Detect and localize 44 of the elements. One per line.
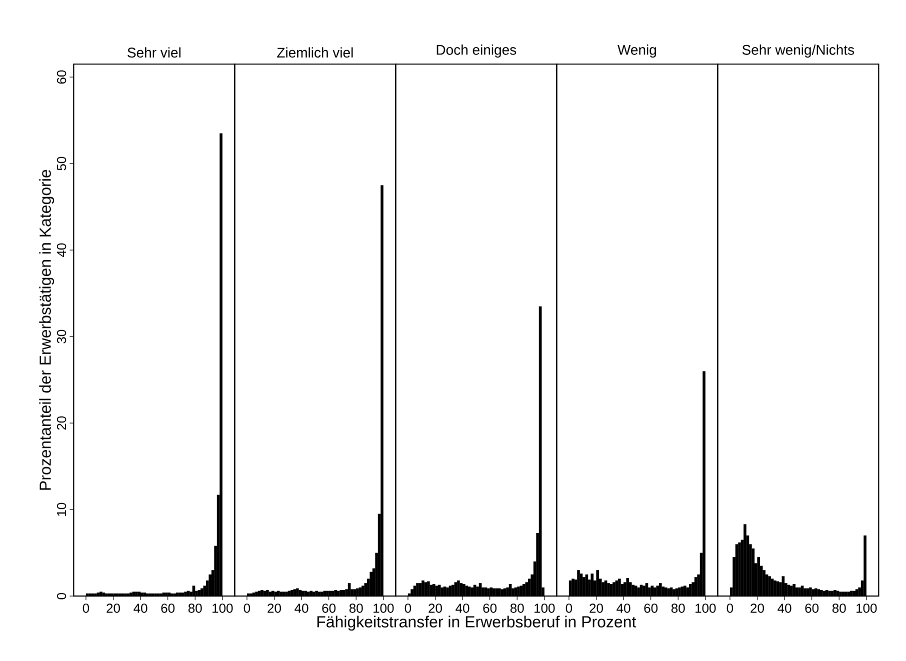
y-axis-title: Prozentanteil der Erwerbstätigen in Kategorie <box>39 170 54 490</box>
x-tick-label: 0 <box>404 604 412 613</box>
x-tick-label: 0 <box>244 604 250 613</box>
x-tick-label: 80 <box>510 604 524 613</box>
x-tick-label: 20 <box>750 604 764 613</box>
x-tick-label: 100 <box>374 604 394 613</box>
y-tick-label: 20 <box>56 416 66 430</box>
chart-title: Doch einiges <box>436 44 516 58</box>
y-tick-label: 10 <box>56 502 66 516</box>
chart-title: Ziemlich viel <box>277 47 353 58</box>
y-tick-label: 30 <box>56 330 66 344</box>
chart-title: Sehr wenig/Nichts <box>742 44 854 58</box>
x-tick-label: 60 <box>644 604 658 613</box>
x-tick-label: 0 <box>726 604 734 613</box>
x-tick-label: 40 <box>456 604 470 613</box>
y-tick-label: 50 <box>56 156 66 170</box>
y-tick-label: 60 <box>56 70 66 84</box>
x-tick-label: 100 <box>534 604 555 613</box>
x-tick-label: 80 <box>349 604 363 613</box>
x-tick-label: 40 <box>778 604 792 613</box>
x-axis-title: Fähigkeitstransfer in Erwerbsberuf in Prozent <box>317 616 636 631</box>
x-tick-label: 20 <box>268 604 281 613</box>
x-tick-label: 0 <box>82 604 90 613</box>
x-tick-label: 60 <box>805 604 819 613</box>
chart-title: Wenig <box>618 44 656 58</box>
chart-title: Sehr viel <box>128 47 180 58</box>
x-tick-label: 100 <box>856 604 877 613</box>
x-tick-label: 100 <box>212 604 233 613</box>
x-tick-label: 60 <box>161 604 175 613</box>
x-tick-label: 100 <box>696 604 716 613</box>
x-tick-label: 20 <box>590 604 603 613</box>
x-tick-label: 20 <box>106 604 120 613</box>
x-tick-label: 80 <box>671 604 685 613</box>
y-tick-label: 0 <box>56 592 66 600</box>
x-tick-label: 80 <box>188 604 202 613</box>
x-tick-label: 60 <box>322 604 336 613</box>
x-tick-label: 0 <box>566 604 572 613</box>
x-tick-label: 40 <box>294 604 308 613</box>
x-tick-label: 20 <box>428 604 442 613</box>
x-tick-label: 60 <box>483 604 497 613</box>
x-tick-label: 40 <box>134 604 148 613</box>
x-tick-label: 80 <box>832 604 846 613</box>
y-tick-label: 40 <box>56 243 66 258</box>
x-tick-label: 40 <box>616 604 630 613</box>
